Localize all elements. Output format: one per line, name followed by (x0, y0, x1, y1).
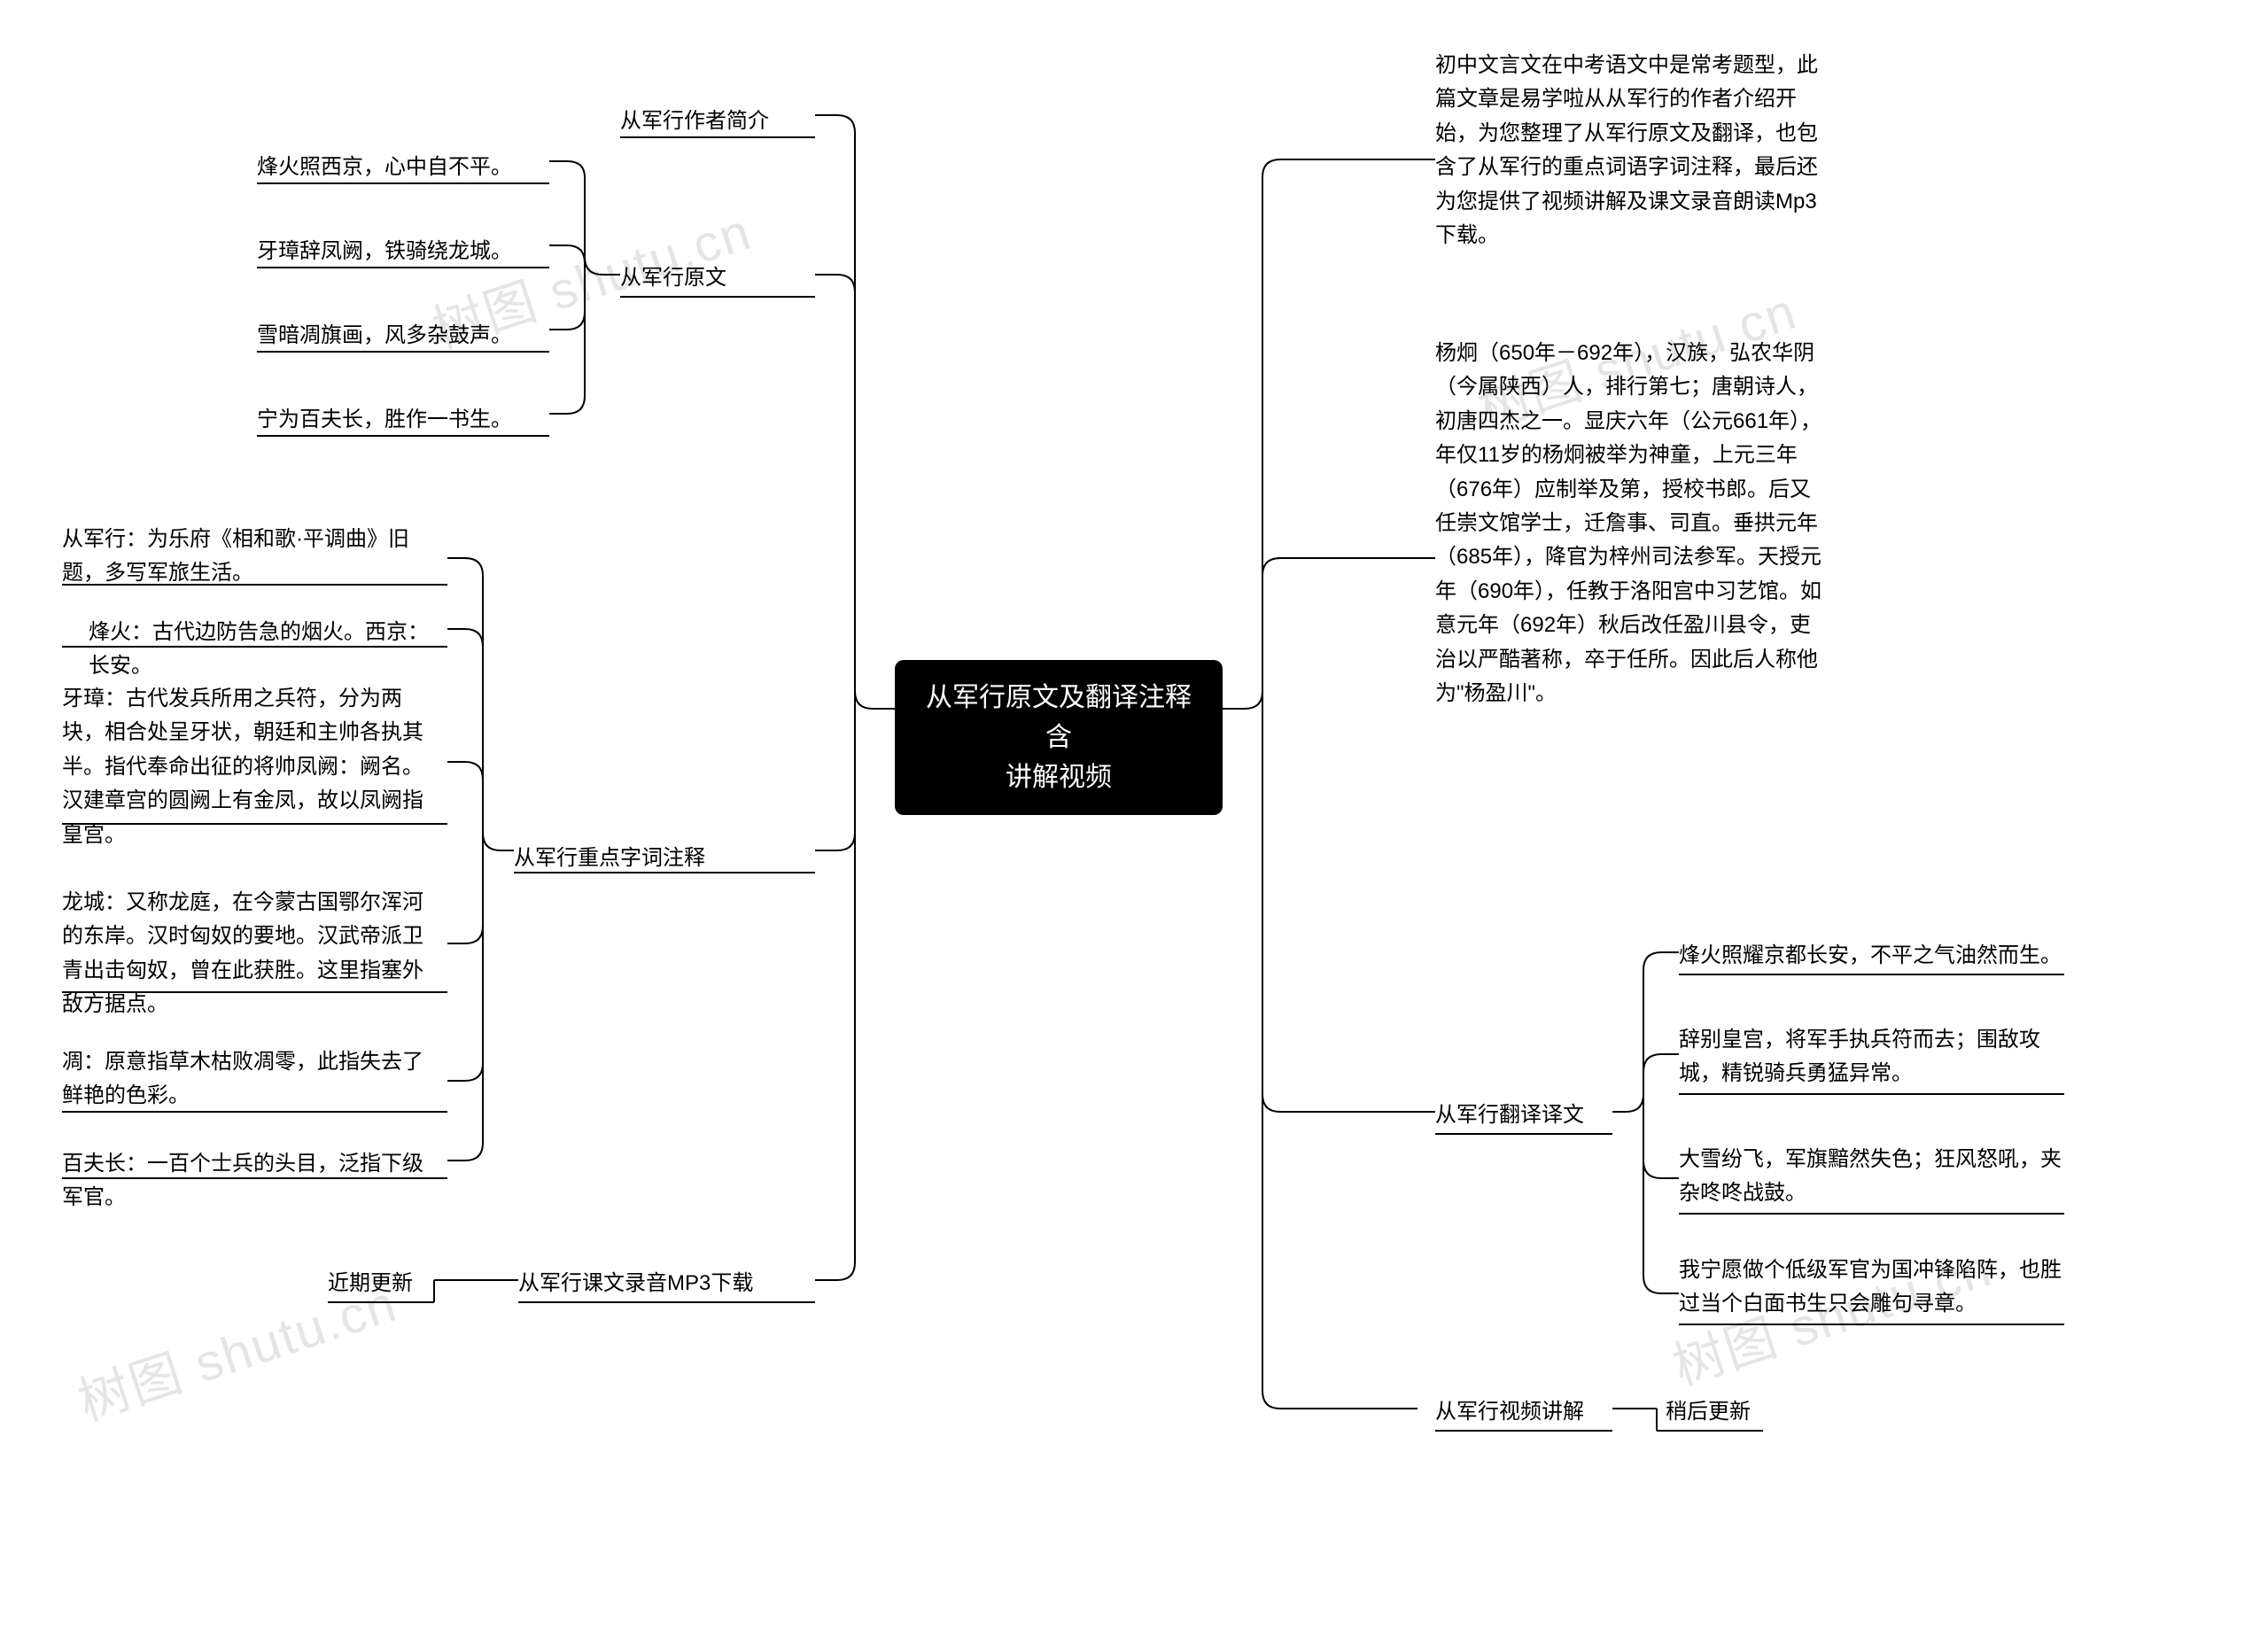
translation-line: 大雪纷飞，军旗黯然失色；狂风怒吼，夹杂咚咚战鼓。 (1679, 1143, 2069, 1211)
original-line: 牙璋辞凤阙，铁骑绕龙城。 (257, 235, 512, 268)
original-line: 烽火照西京，心中自不平。 (257, 151, 512, 184)
original-line: 雪暗凋旗画，风多杂鼓声。 (257, 319, 512, 353)
branch-author-intro: 从军行作者简介 (620, 105, 769, 138)
annotation-item: 牙璋：古代发兵所用之兵符，分为两块，相合处呈牙状，朝廷和主帅各执其半。指代奉命出… (62, 682, 443, 852)
mp3-leaf: 近期更新 (328, 1267, 413, 1300)
translation-line: 烽火照耀京都长安，不平之气油然而生。 (1679, 939, 2069, 973)
center-title-line2: 讲解视频 (1006, 763, 1112, 792)
branch-original-text: 从军行原文 (620, 261, 726, 295)
annotation-item: 从军行：为乐府《相和歌·平调曲》旧题，多写军旅生活。 (62, 523, 443, 591)
branch-translation: 从军行翻译译文 (1435, 1098, 1584, 1132)
translation-line: 辞别皇宫，将军手执兵符而去；围敌攻城，精锐骑兵勇猛异常。 (1679, 1023, 2069, 1091)
original-line: 宁为百夫长，胜作一书生。 (257, 403, 512, 437)
branch-video: 从军行视频讲解 (1435, 1395, 1584, 1429)
center-title-line1: 从军行原文及翻译注释含 (926, 683, 1192, 752)
video-leaf: 稍后更新 (1666, 1395, 1751, 1429)
author-bio: 杨炯（650年－692年），汉族，弘农华阴（今属陕西）人，排行第七；唐朝诗人，初… (1435, 337, 1825, 710)
center-topic: 从军行原文及翻译注释含 讲解视频 (895, 660, 1223, 815)
branch-annotations: 从军行重点字词注释 (514, 842, 705, 875)
intro-paragraph: 初中文言文在中考语文中是常考题型，此篇文章是易学啦从从军行的作者介绍开始，为您整… (1435, 49, 1825, 252)
annotation-item: 百夫长：一百个士兵的头目，泛指下级军官。 (62, 1147, 443, 1215)
branch-mp3: 从军行课文录音MP3下载 (518, 1267, 753, 1300)
annotation-item: 烽火：古代边防告急的烟火。西京：长安。 (89, 616, 443, 684)
translation-line: 我宁愿做个低级军官为国冲锋陷阵，也胜过当个白面书生只会雕句寻章。 (1679, 1254, 2069, 1322)
annotation-item: 凋：原意指草木枯败凋零，此指失去了鲜艳的色彩。 (62, 1045, 443, 1114)
annotation-item: 龙城：又称龙庭，在今蒙古国鄂尔浑河的东岸。汉时匈奴的要地。汉武帝派卫青出击匈奴，… (62, 886, 443, 1022)
